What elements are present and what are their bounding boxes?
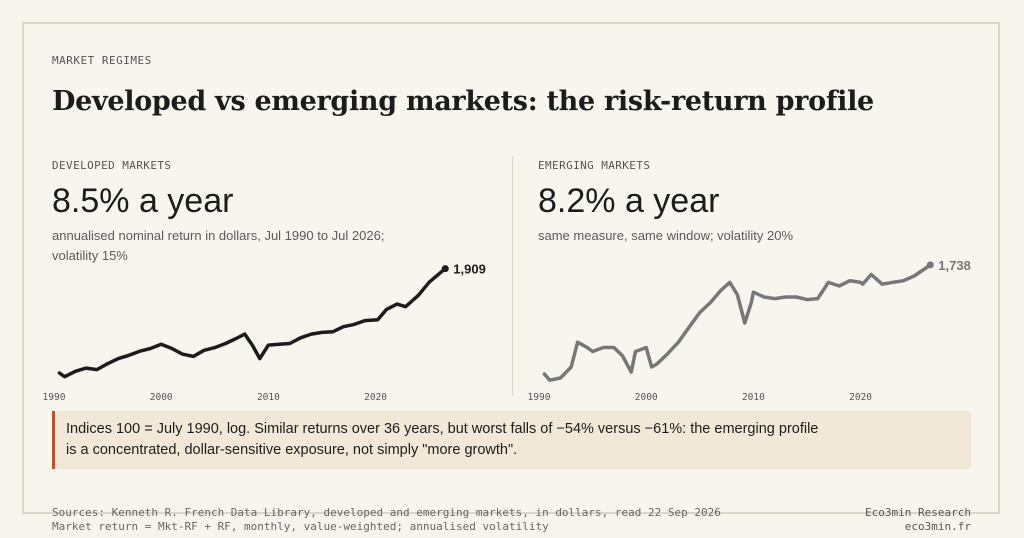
emerging-x-tick-2010: 2010 [742,392,765,403]
footer-brand: Eco3min Research eco3min.fr [865,506,971,534]
emerging-x-tick-2020: 2020 [849,392,872,403]
emerging-x-tick-1990: 1990 [528,392,551,403]
headline-developed: 8.5% a year [52,182,234,220]
emerging-x-tick-2000: 2000 [635,392,658,403]
panel-label-emerging: EMERGING MARKETS [538,159,651,172]
callout-note: Indices 100 = July 1990, log. Similar re… [52,411,971,469]
developed-end-point [441,265,449,273]
footer-sources: Sources: Kenneth R. French Data Library,… [52,506,721,534]
developed-x-tick-1990: 1990 [43,392,66,403]
subtitle-developed: annualised nominal return in dollars, Ju… [52,226,384,266]
headline-emerging: 8.2% a year [538,182,720,220]
panel-divider [512,156,513,396]
emerging-end-point [926,261,934,269]
developed-series-line [57,266,448,379]
subtitle-developed-line1: annualised nominal return in dollars, Ju… [52,228,385,243]
emerging-end-label: 1,738 [938,258,971,273]
subtitle-emerging-line1: same measure, same window; volatility 20… [538,228,794,243]
footer-brand-url: eco3min.fr [904,520,971,533]
subtitle-developed-line2: volatility 15% [52,248,128,263]
footer-source-line1: Sources: Kenneth R. French Data Library,… [52,506,721,519]
footer-brand-name: Eco3min Research [865,506,971,519]
subtitle-emerging: same measure, same window; volatility 20… [538,226,793,246]
developed-x-tick-2000: 2000 [150,392,173,403]
callout-line2: is a concentrated, dollar-sensitive expo… [66,442,518,458]
developed-x-tick-2020: 2020 [364,392,387,403]
developed-x-tick-2010: 2010 [257,392,280,403]
callout-line1: Indices 100 = July 1990, log. Similar re… [66,421,819,437]
footer-source-line2: Market return = Mkt-RF + RF, monthly, va… [52,520,549,533]
developed-line-chart: 1,909 1990 2000 2010 2020 [43,262,486,403]
eyebrow: MARKET REGIMES [52,54,152,67]
emerging-line-chart: 1,738 1990 2000 2010 2020 [528,258,971,403]
panel-label-developed: DEVELOPED MARKETS [52,159,172,172]
emerging-series-line [542,263,933,382]
developed-end-label: 1,909 [453,262,486,277]
page-title: Developed vs emerging markets: the risk-… [52,86,874,117]
